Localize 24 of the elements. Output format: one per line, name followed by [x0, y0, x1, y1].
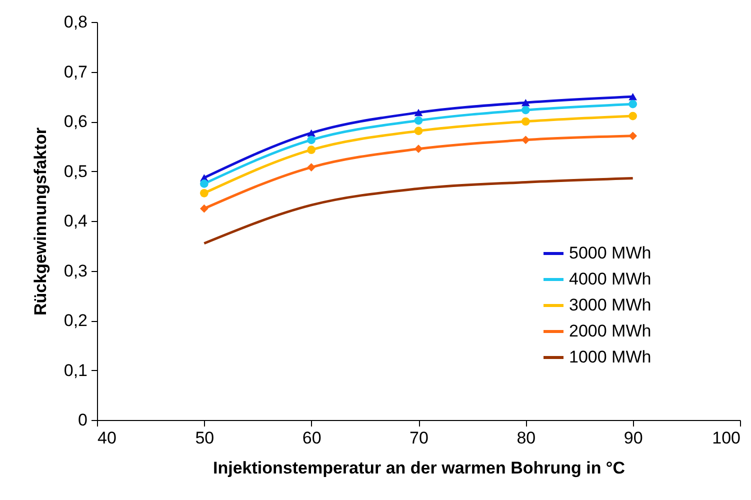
y-tick-label: 0,6	[64, 112, 88, 131]
y-tick-label: 0,3	[64, 261, 88, 280]
x-tick-label: 60	[302, 428, 322, 448]
x-tick-label: 50	[195, 428, 214, 448]
legend-label: 2000 MWh	[569, 322, 652, 340]
legend-label: 1000 MWh	[569, 348, 652, 366]
legend-label: 3000 MWh	[569, 296, 652, 314]
x-tick-label: 100	[712, 428, 740, 448]
x-axis-title: Injektionstemperatur an der warmen Bohrung in °C	[212, 458, 626, 478]
legend-label: 4000 MWh	[569, 270, 652, 288]
x-tick-label: 90	[624, 428, 643, 448]
y-tick-label: 0,2	[64, 311, 88, 330]
y-tick-label: 0,5	[64, 162, 88, 181]
x-tick-label: 40	[98, 428, 116, 448]
x-tick-label: 80	[516, 428, 536, 448]
y-tick-label: 0,1	[64, 360, 88, 380]
y-tick-label: 0,4	[64, 212, 88, 230]
y-tick-label: 0,8	[64, 12, 88, 32]
x-tick-label: 70	[410, 428, 428, 448]
legend-label: 5000 MWh	[569, 244, 652, 262]
y-tick-label: 0	[78, 410, 88, 430]
y-axis-title: Rückgewinnungsfaktor	[30, 127, 50, 316]
y-tick-label: 0,7	[64, 62, 88, 82]
line-series	[202, 176, 634, 245]
